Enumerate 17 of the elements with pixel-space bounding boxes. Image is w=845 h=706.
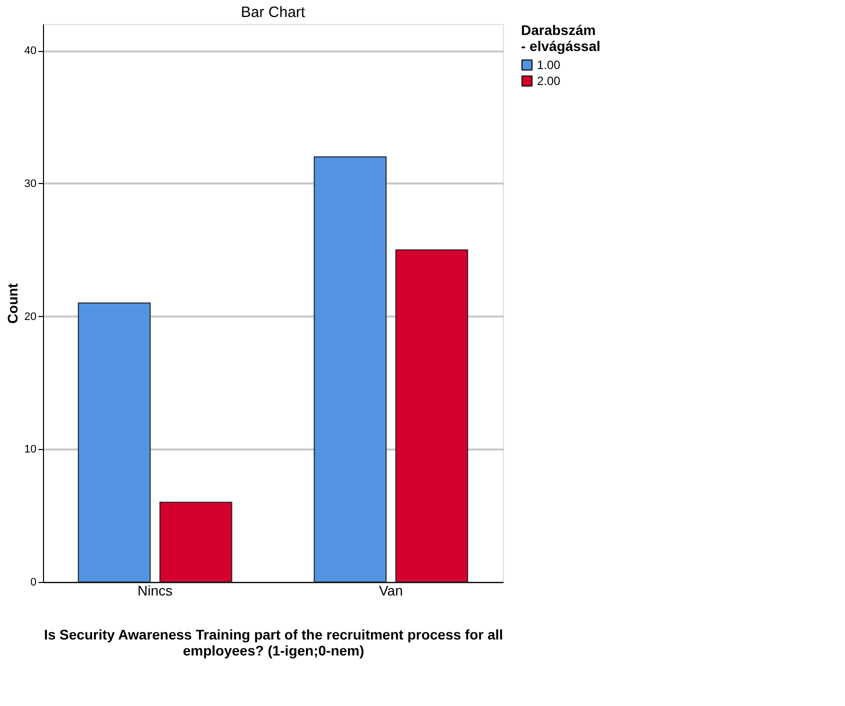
x-axis-title: Is Security Awareness Training part of the recruitment process for all employees? (1-igen;0-nem) [44,626,504,658]
y-tick-label: 40 [24,45,36,58]
y-tick-label: 0 [30,576,36,588]
x-tick-label: Van [379,582,403,598]
y-tick-label: 10 [24,444,36,456]
chart-title: Bar Chart [240,4,306,21]
y-tick-label: 30 [24,178,36,190]
y-tick-label: 20 [24,310,36,323]
bar [159,502,232,582]
bar [395,249,468,582]
legend-label: 2.00 [537,74,561,88]
legend-label: 1.00 [537,58,561,72]
bar [78,302,151,582]
y-axis-title: Count [4,282,20,324]
legend-title: Darabszám - elvágással [521,22,600,54]
x-tick-label: Nincs [138,582,173,598]
bar [314,156,387,582]
